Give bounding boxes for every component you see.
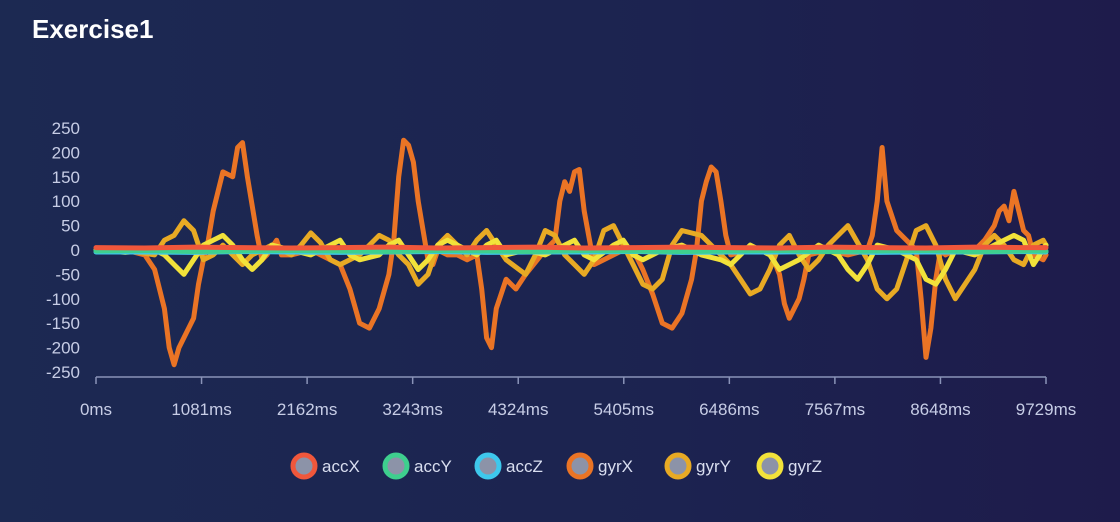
y-tick-label: 150 xyxy=(52,168,80,187)
legend-item-accX[interactable]: accX xyxy=(290,452,360,480)
y-tick-label: 200 xyxy=(52,143,80,162)
legend-item-accZ[interactable]: accZ xyxy=(474,452,543,480)
legend-label: gyrZ xyxy=(788,457,822,476)
chart-title: Exercise1 xyxy=(32,14,154,44)
legend-marker xyxy=(474,452,502,480)
legend-label: gyrX xyxy=(598,457,633,476)
x-tick-label: 6486ms xyxy=(699,400,759,419)
y-tick-label: 50 xyxy=(61,217,80,236)
y-tick-label: -200 xyxy=(46,339,80,358)
x-tick-label: 0ms xyxy=(80,400,112,419)
legend-marker xyxy=(290,452,318,480)
legend-marker xyxy=(566,452,594,480)
x-tick-label: 8648ms xyxy=(910,400,970,419)
legend-label: gyrY xyxy=(696,457,731,476)
x-tick-label: 9729ms xyxy=(1016,400,1076,419)
x-tick-label: 5405ms xyxy=(594,400,654,419)
legend-label: accZ xyxy=(506,457,543,476)
y-tick-label: 0 xyxy=(71,241,80,260)
x-tick-label: 4324ms xyxy=(488,400,548,419)
legend-marker xyxy=(664,452,692,480)
x-tick-label: 3243ms xyxy=(382,400,442,419)
legend-label: accY xyxy=(414,457,452,476)
series-line-accY xyxy=(93,248,1049,254)
y-axis: 250 200 150 100 50 0 -50 -100 -150 -200 -250 xyxy=(46,119,80,382)
y-tick-label: -250 xyxy=(46,363,80,382)
legend-item-gyrZ[interactable]: gyrZ xyxy=(756,452,822,480)
legend-item-accY[interactable]: accY xyxy=(382,452,452,480)
y-tick-label: 100 xyxy=(52,192,80,211)
y-tick-label: -50 xyxy=(55,265,80,284)
y-tick-label: -100 xyxy=(46,290,80,309)
legend-marker xyxy=(756,452,784,480)
series-layer xyxy=(93,137,1049,368)
legend[interactable]: accX accY accZ gyrX gyrY gyrZ xyxy=(290,452,822,480)
legend-label: accX xyxy=(322,457,360,476)
x-tick-label: 1081ms xyxy=(171,400,231,419)
x-tick-label: 2162ms xyxy=(277,400,337,419)
x-axis: 0ms 1081ms 2162ms 3243ms 4324ms 5405ms 6486ms 7… xyxy=(80,376,1076,419)
legend-marker xyxy=(382,452,410,480)
series-line-gyrX xyxy=(93,137,1049,368)
legend-item-gyrX[interactable]: gyrX xyxy=(566,452,633,480)
series-line-accX xyxy=(93,244,1049,251)
y-tick-label: 250 xyxy=(52,119,80,138)
x-tick-label: 7567ms xyxy=(805,400,865,419)
y-tick-label: -150 xyxy=(46,314,80,333)
legend-item-gyrY[interactable]: gyrY xyxy=(664,452,731,480)
series-line-gyrY xyxy=(93,218,1049,302)
